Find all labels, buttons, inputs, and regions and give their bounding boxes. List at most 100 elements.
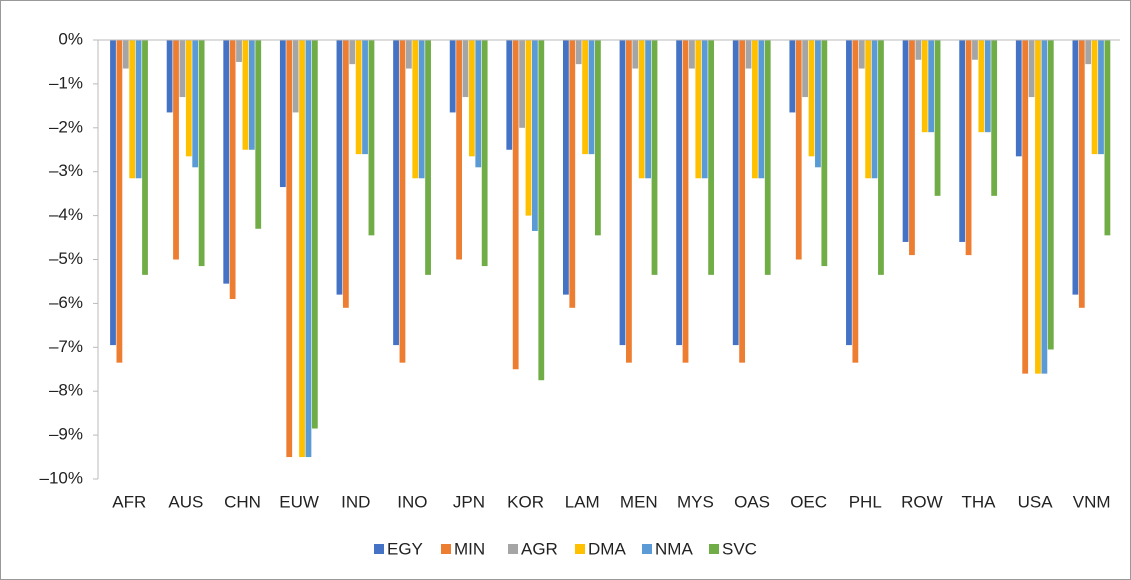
- bar: [815, 40, 821, 168]
- legend-label: SVC: [722, 539, 757, 558]
- bar: [752, 40, 758, 179]
- x-tick-label: OAS: [734, 492, 770, 511]
- bar: [758, 40, 765, 179]
- bar: [878, 40, 884, 275]
- legend-label: AGR: [521, 539, 558, 558]
- bar: [286, 40, 293, 458]
- legend-swatch: [441, 544, 451, 554]
- bar: [682, 40, 689, 363]
- bar: [695, 40, 702, 179]
- bar: [1072, 40, 1079, 295]
- bar: [1078, 40, 1085, 308]
- bar: [116, 40, 123, 363]
- bar: [562, 40, 569, 295]
- x-tick-label: OEC: [790, 492, 827, 511]
- bar: [192, 40, 199, 168]
- legend-swatch: [642, 544, 652, 554]
- bar: [456, 40, 462, 260]
- bar: [978, 40, 985, 133]
- bar: [506, 40, 513, 150]
- legend-label: EGY: [387, 539, 423, 558]
- legend-swatch: [508, 544, 518, 554]
- bar: [418, 40, 425, 179]
- bar: [255, 40, 262, 229]
- bar: [299, 40, 305, 458]
- bar: [362, 40, 368, 155]
- bar: [594, 40, 601, 236]
- bar: [588, 40, 595, 155]
- bar: [928, 40, 935, 133]
- bar: [462, 40, 469, 98]
- bar: [305, 40, 312, 458]
- bar: [236, 40, 242, 62]
- x-tick-label: USA: [1018, 492, 1054, 511]
- y-tick-label: –7%: [49, 337, 83, 356]
- bar: [871, 40, 878, 179]
- legend-swatch: [374, 544, 384, 554]
- bar: [142, 40, 148, 275]
- bar: [701, 40, 708, 179]
- x-tick-label: INO: [397, 492, 427, 511]
- bar: [802, 40, 809, 98]
- bar: [1091, 40, 1098, 155]
- legend-swatch: [575, 544, 585, 554]
- bar: [852, 40, 859, 363]
- x-tick-label: JPN: [453, 492, 485, 511]
- bar: [1041, 40, 1048, 374]
- x-tick-label: PHL: [849, 492, 882, 511]
- bar: [1028, 40, 1035, 98]
- bar: [512, 40, 519, 370]
- bar: [626, 40, 632, 363]
- bar: [1098, 40, 1104, 155]
- bar: [531, 40, 538, 231]
- bar: [179, 40, 186, 98]
- bar: [185, 40, 192, 157]
- bar: [129, 40, 136, 179]
- bar: [1015, 40, 1022, 157]
- bar: [965, 40, 972, 256]
- x-tick-label: AFR: [112, 492, 146, 511]
- bar: [519, 40, 525, 128]
- bar: [425, 40, 431, 275]
- bar: [575, 40, 582, 65]
- bar: [349, 40, 356, 65]
- x-tick-label: EUW: [279, 492, 319, 511]
- bar: [475, 40, 482, 168]
- bar: [229, 40, 236, 300]
- bar: [795, 40, 802, 260]
- bar: [538, 40, 545, 381]
- bar: [582, 40, 588, 155]
- x-tick-label: VNM: [1073, 492, 1111, 511]
- y-tick-label: 0%: [58, 29, 83, 48]
- bar: [909, 40, 915, 256]
- bar: [122, 40, 129, 69]
- bar: [311, 40, 318, 429]
- x-tick-label: IND: [341, 492, 370, 511]
- bar: [959, 40, 966, 242]
- bar: [468, 40, 475, 157]
- bar: [481, 40, 488, 267]
- bar: [1022, 40, 1029, 374]
- bar: [915, 40, 922, 60]
- bar: [336, 40, 343, 295]
- bar: [569, 40, 576, 308]
- bar: [1047, 40, 1054, 350]
- bar: [676, 40, 683, 346]
- x-tick-label: AUS: [168, 492, 203, 511]
- bar: [689, 40, 695, 69]
- bar: [242, 40, 249, 150]
- bar: [808, 40, 815, 157]
- bar: [619, 40, 626, 346]
- legend-label: DMA: [588, 539, 626, 558]
- y-tick-label: –6%: [49, 293, 83, 312]
- y-tick-label: –5%: [49, 249, 83, 268]
- y-tick-label: –10%: [40, 468, 83, 487]
- x-tick-label: MEN: [620, 492, 658, 511]
- bar: [1085, 40, 1092, 65]
- y-tick-label: –3%: [49, 161, 83, 180]
- x-tick-label: ROW: [901, 492, 943, 511]
- bar: [292, 40, 299, 113]
- bar: [368, 40, 375, 236]
- bar: [972, 40, 978, 60]
